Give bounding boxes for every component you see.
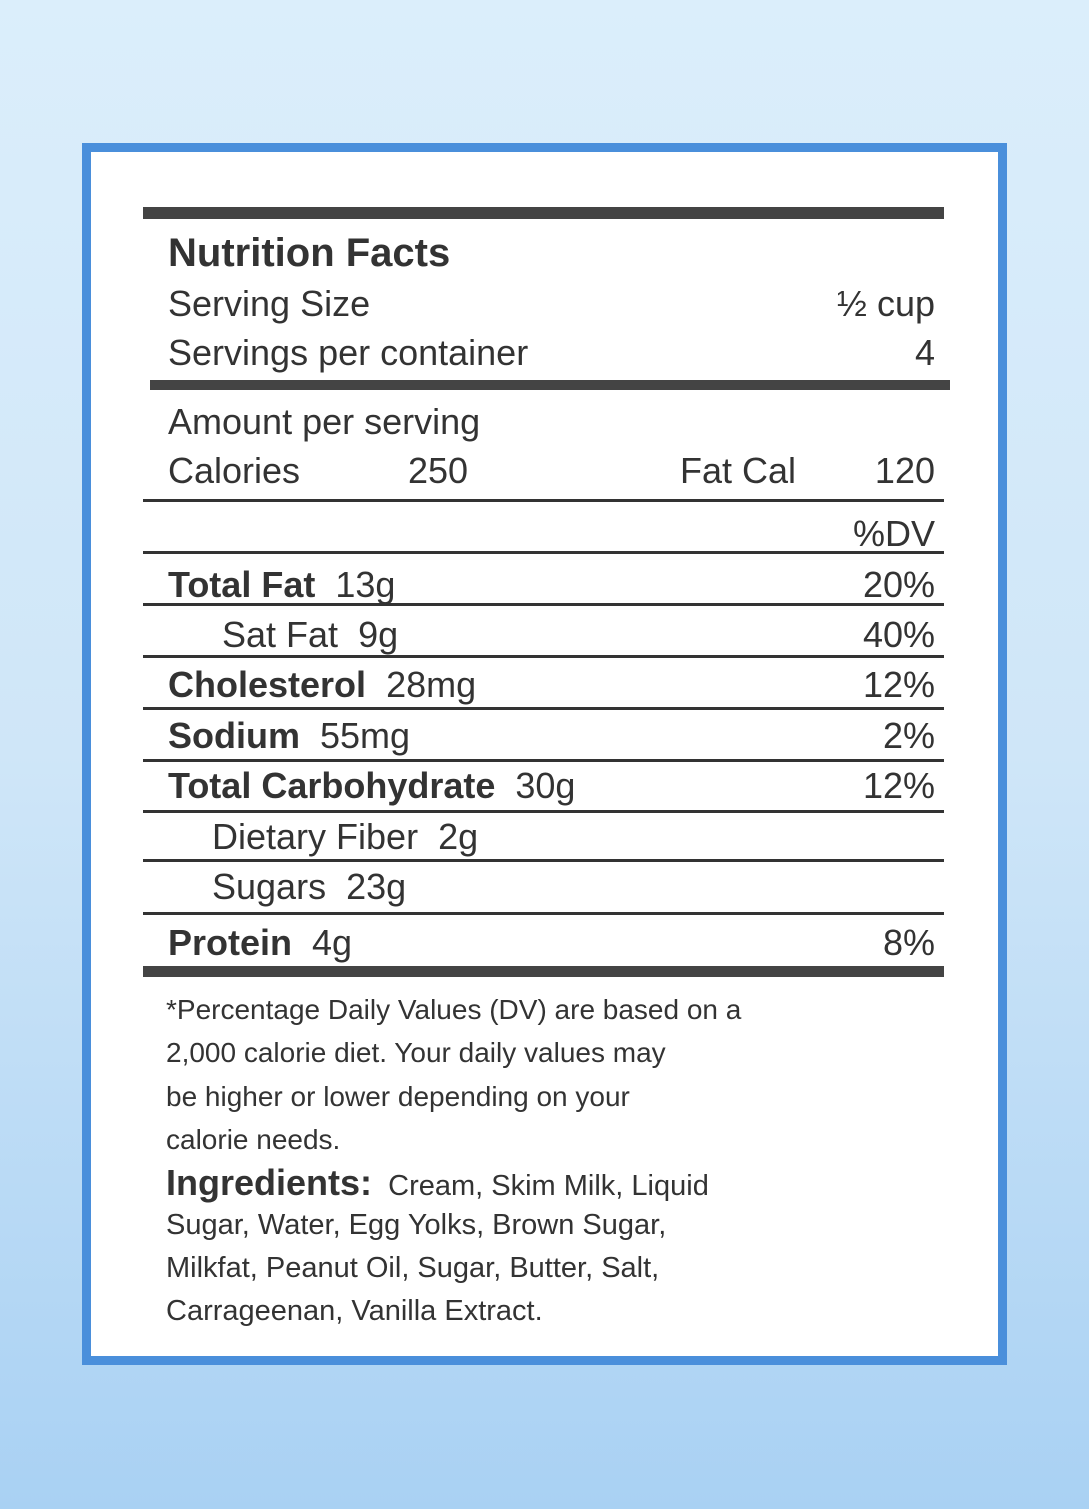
rule: [143, 499, 944, 502]
ingredients-label: Ingredients:: [166, 1162, 373, 1203]
ingredients-line: Milkfat, Peanut Oil, Sugar, Butter, Salt…: [166, 1252, 660, 1284]
rule: [143, 655, 944, 658]
dv-cholesterol: 12%: [862, 664, 935, 705]
dv-sat-fat: 40%: [862, 614, 935, 655]
serving-size-label: Serving Size: [168, 283, 371, 324]
bottom-thick-rule: [143, 966, 944, 977]
fat-cal-value: 120: [874, 450, 935, 491]
dv-protein: 8%: [882, 922, 935, 963]
nutrient-dietary-fiber: Dietary Fiber 2g: [212, 816, 479, 857]
fat-cal-label: Fat Cal: [680, 450, 797, 491]
rule: [143, 912, 944, 915]
nutrient-sat-fat: Sat Fat 9g: [222, 614, 399, 655]
dv-header: %DV: [852, 513, 935, 554]
nutrient-total-carbohydrate: Total Carbohydrate 30g: [168, 765, 576, 806]
serving-rule: [150, 380, 950, 390]
servings-value: 4: [914, 332, 935, 373]
nutrient-total-fat: Total Fat 13g: [168, 564, 396, 605]
ingredients-line: Carrageenan, Vanilla Extract.: [166, 1295, 543, 1327]
nutrient-cholesterol: Cholesterol 28mg: [168, 664, 477, 705]
dv-total-fat: 20%: [862, 564, 935, 605]
rule: [143, 759, 944, 762]
footnote-line: calorie needs.: [166, 1124, 341, 1155]
rule: [143, 707, 944, 710]
footnote-line: 2,000 calorie diet. Your daily values ma…: [166, 1037, 666, 1068]
rule: [143, 551, 944, 554]
rule: [143, 603, 944, 606]
dv-sodium: 2%: [882, 715, 935, 756]
label-title: Nutrition Facts: [168, 231, 451, 275]
nutrient-sodium: Sodium 55mg: [168, 715, 411, 756]
nutrient-sugars: Sugars 23g: [212, 866, 407, 907]
servings-label: Servings per container: [168, 332, 529, 373]
footnote-line: be higher or lower depending on your: [166, 1081, 630, 1112]
calories-value: 250: [408, 450, 469, 491]
ingredients-line: Sugar, Water, Egg Yolks, Brown Sugar,: [166, 1209, 667, 1241]
rule: [143, 810, 944, 813]
nutrient-protein: Protein 4g: [168, 922, 353, 963]
ingredients-line: Ingredients: Cream, Skim Milk, Liquid: [166, 1162, 709, 1203]
amount-per-serving: Amount per serving: [168, 401, 481, 442]
top-thick-rule: [143, 207, 944, 219]
dv-total-carbohydrate: 12%: [862, 765, 935, 806]
rule: [143, 859, 944, 862]
nutrition-label-panel: [82, 143, 1007, 1365]
calories-label: Calories: [168, 450, 301, 491]
footnote-line: *Percentage Daily Values (DV) are based …: [166, 994, 742, 1025]
serving-size-value: ½ cup: [836, 283, 935, 324]
